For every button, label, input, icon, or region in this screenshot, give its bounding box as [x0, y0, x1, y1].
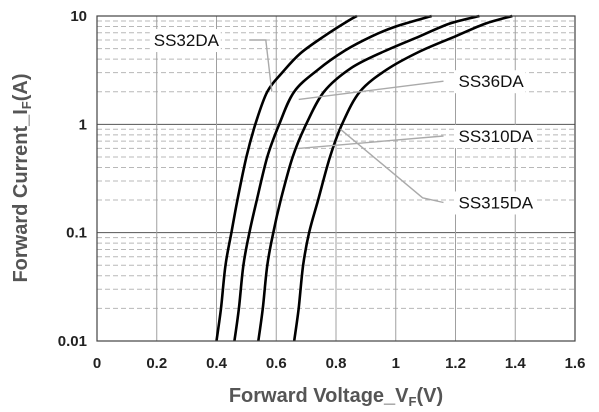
series-label-bg [454, 191, 536, 215]
y-tick-label: 0.1 [66, 225, 87, 242]
series-line-ss32da [215, 14, 358, 342]
x-axis-title-unit: (V) [416, 385, 443, 407]
series-lines [215, 14, 513, 342]
y-axis-title-main: Forward Current_I [10, 109, 32, 282]
series-line-ss310da [257, 14, 480, 342]
x-tick-label: 1.6 [565, 355, 586, 372]
leader-line-ss315da [340, 128, 444, 204]
y-tick-label: 0.01 [58, 333, 87, 350]
y-axis-title-unit: (A) [10, 73, 32, 101]
x-tick-label: 0.4 [206, 355, 228, 372]
x-axis-title-main: Forward Voltage_V [229, 385, 409, 407]
y-axis-title: Forward Current_IF(A) [10, 73, 34, 282]
series-label-ss315da: SS315DA [458, 193, 533, 212]
series-line-ss315da [292, 14, 513, 342]
series-label-bg [454, 125, 536, 149]
series-label-ss310da: SS310DA [458, 127, 533, 146]
x-tick-label: 0.8 [326, 355, 347, 372]
leader-lines [249, 39, 444, 204]
leader-line-ss310da [298, 135, 444, 150]
x-tick-label: 1.4 [505, 355, 527, 372]
series-labels: SS32DA SS36DA SS310DA SS315DA [149, 29, 536, 215]
series-label-ss32da: SS32DA [154, 31, 220, 50]
tick-labels: 0 0.2 0.4 0.6 0.8 1 1.2 1.4 1.6 0.01 0.1 1 10 [58, 8, 586, 372]
x-tick-label: 0.6 [266, 355, 287, 372]
x-tick-label: 0.2 [146, 355, 167, 372]
series-label-bg [454, 70, 526, 94]
plot-frame [96, 15, 576, 342]
series-label-bg [149, 29, 221, 53]
x-axis-title: Forward Voltage_VF(V) [229, 385, 443, 409]
y-axis-title-sub: F [19, 101, 34, 109]
x-axis-title-sub: F [409, 394, 417, 409]
x-tick-label: 1.2 [445, 355, 466, 372]
grid [96, 15, 576, 342]
y-tick-label: 10 [70, 8, 87, 25]
series-line-ss36da [233, 14, 432, 342]
x-tick-label: 0 [93, 355, 101, 372]
leader-line-ss36da [298, 80, 444, 101]
y-tick-label: 1 [79, 116, 87, 133]
x-tick-label: 1 [392, 355, 400, 372]
leader-line-ss32da [249, 39, 273, 92]
series-label-ss36da: SS36DA [458, 72, 524, 91]
